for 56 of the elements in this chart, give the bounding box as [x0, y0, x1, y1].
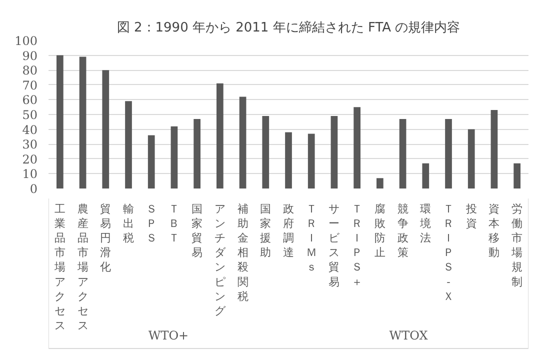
bar [376, 178, 384, 188]
x-tick-label: サービス貿易 [328, 202, 341, 288]
bar [262, 116, 270, 188]
text: WTO+ [148, 328, 189, 342]
x-tick-label: 腐敗防止 [374, 202, 386, 260]
y-tick-label: 90 [22, 48, 38, 63]
x-tick-label: 投資 [464, 202, 477, 230]
text: WTOX [389, 328, 428, 342]
bar [468, 129, 475, 188]
x-tick-label: 国家援助 [260, 202, 272, 260]
y-tick-label: 100 [14, 34, 38, 48]
y-tick-label: 50 [22, 108, 38, 122]
x-tick-label: 資本移動 [488, 202, 500, 260]
x-tick-label: 政府調達 [283, 202, 294, 260]
y-tick-label: 10 [22, 167, 38, 182]
x-tick-label: 国家貿易 [192, 202, 203, 260]
x-tick-label: 競争政策 [397, 202, 408, 260]
y-tick-label: 80 [22, 64, 38, 78]
bar [330, 116, 338, 188]
bar [148, 135, 155, 188]
bar [102, 70, 110, 188]
x-tick-label: アンチダンピング [214, 202, 226, 318]
bar [399, 118, 406, 188]
x-tick-label: ＳＰＳ [146, 202, 157, 245]
x-tick-label: 環境法 [419, 202, 432, 245]
y-tick-label: 30 [22, 138, 38, 152]
y-tick-label: 40 [22, 122, 38, 137]
x-tick-label: 補助金相殺関税 [237, 202, 248, 303]
x-tick-label: ＴＢＴ [168, 202, 180, 245]
y-tick-label: 60 [22, 93, 38, 108]
category-label: 農産品市場アクセス [77, 202, 88, 332]
x-tick-label: ＴＲＩＰＳ-Ｘ [443, 202, 454, 303]
bar [308, 134, 315, 188]
bar [445, 118, 452, 188]
bar [490, 110, 498, 188]
y-tick-label: 0 [30, 182, 38, 196]
x-tick-label: 貿易円滑化 [100, 202, 112, 274]
bar [56, 55, 64, 188]
bar [285, 132, 292, 188]
x-tick-label: ＴＲＩＭｓ [306, 202, 317, 274]
bar [170, 126, 178, 188]
bar [216, 83, 224, 188]
y-tick-label: 20 [22, 152, 38, 166]
bar [354, 107, 360, 188]
x-tick-label: 輸出税 [123, 202, 134, 245]
bar [239, 96, 246, 188]
bar [514, 163, 520, 188]
x-tick-label: ＴＲＩＰＳ＋ [352, 202, 363, 288]
category-label: 工業品市場アクセス [54, 202, 66, 332]
chart-title: 図 2：1990 年から 2011 年に締結された FTA の規律内容 [116, 20, 460, 36]
bar [125, 101, 132, 188]
bar [422, 163, 430, 188]
y-tick-label: 70 [22, 78, 38, 92]
bar [79, 56, 86, 188]
x-tick-label: 労働市場規制 [510, 202, 523, 288]
bar [194, 118, 200, 188]
